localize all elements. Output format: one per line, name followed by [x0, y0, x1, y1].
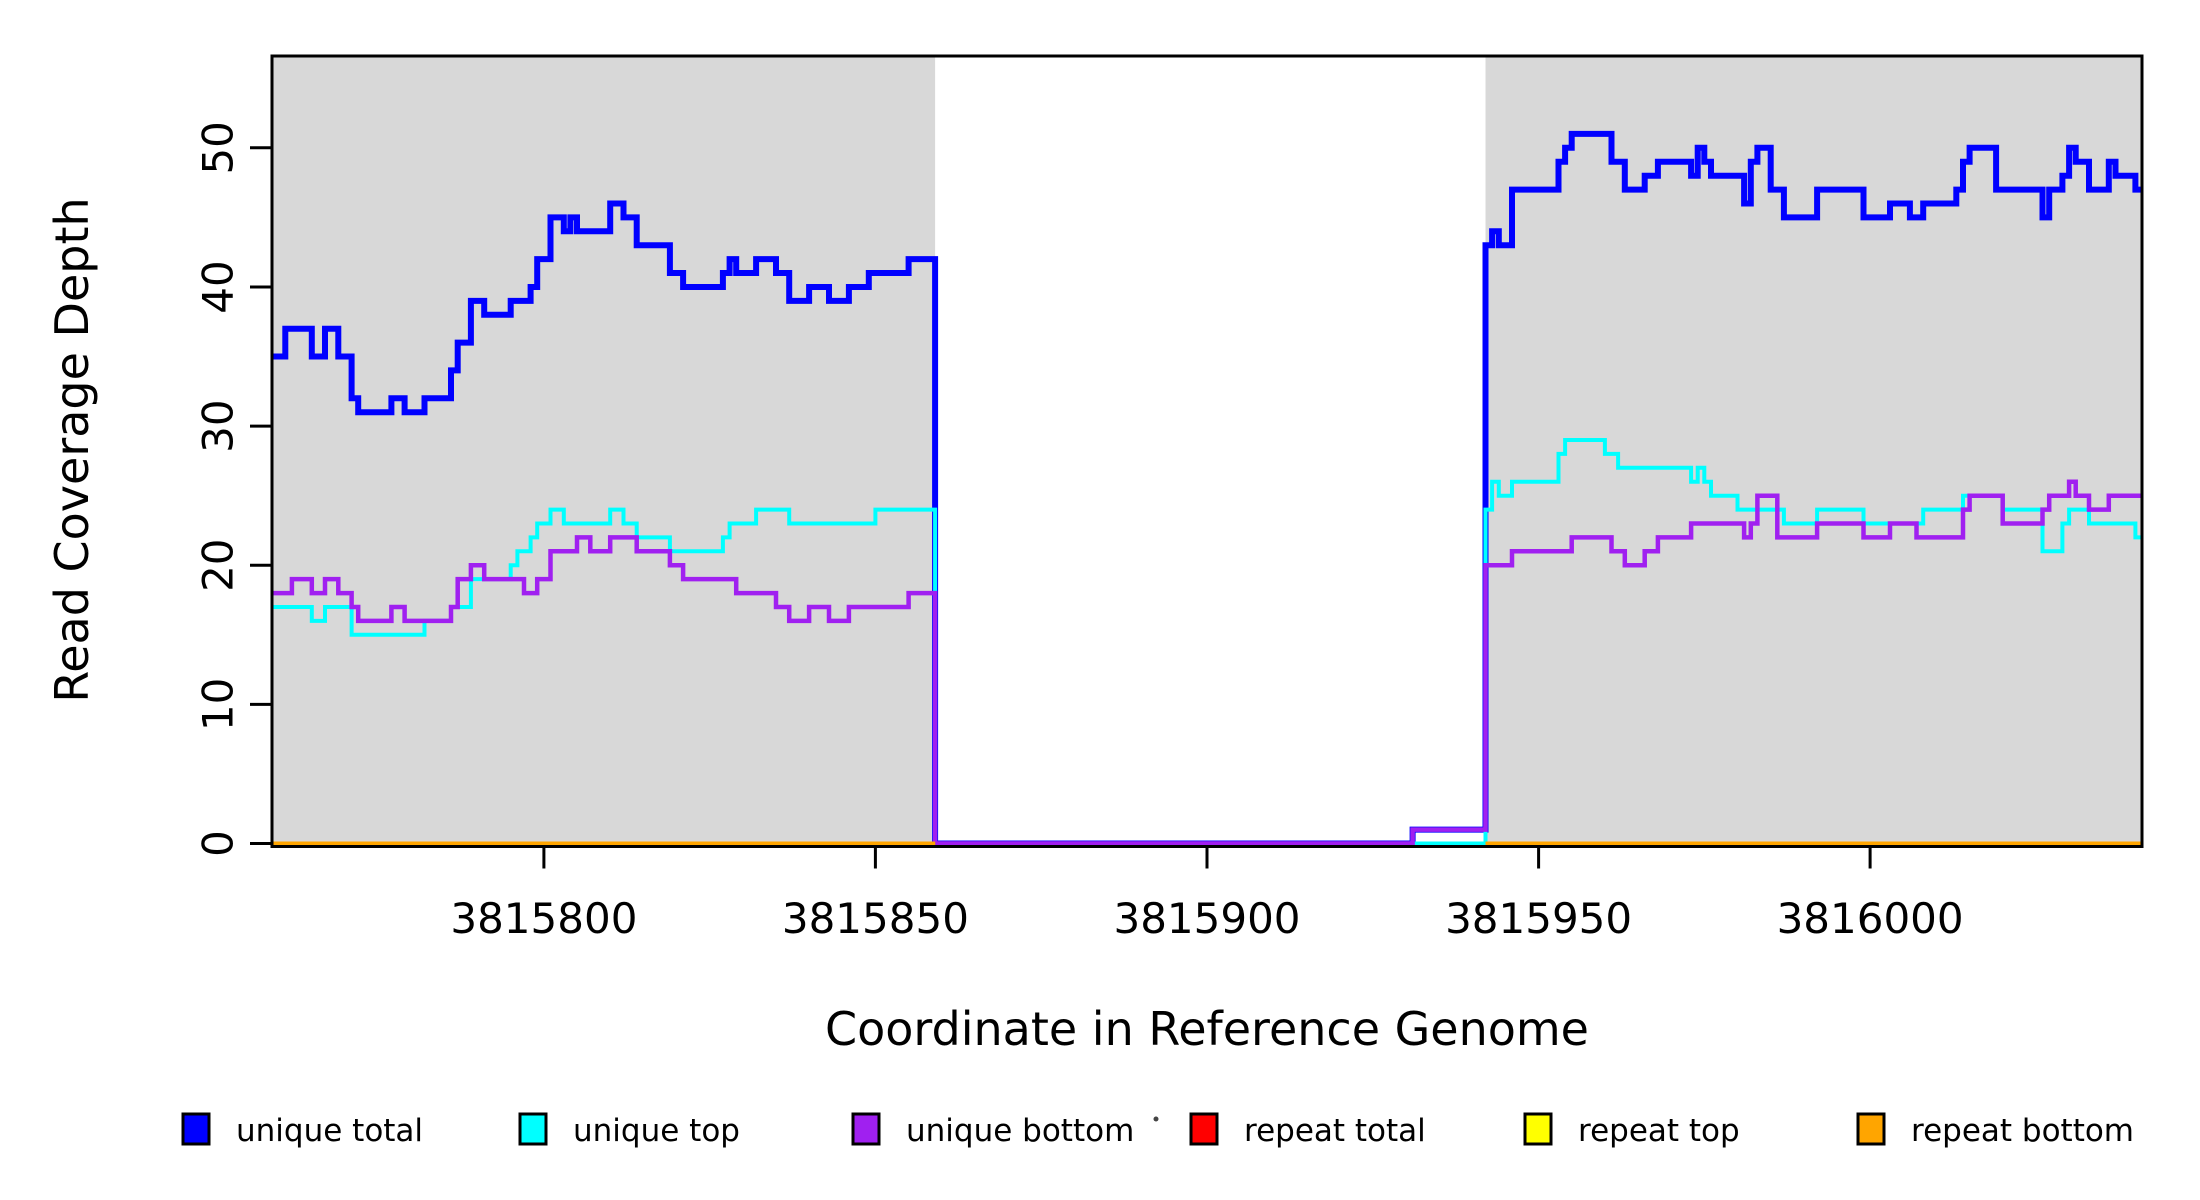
x-tick-label: 3815950 — [1445, 894, 1632, 943]
shaded-region — [272, 57, 936, 847]
stray-dot — [1153, 1116, 1159, 1122]
legend-swatch — [518, 1112, 548, 1146]
shaded-region — [1485, 57, 2142, 847]
y-tick-label: 40 — [194, 260, 243, 313]
legend-label: repeat top — [1578, 1113, 1740, 1149]
y-tick-label: 0 — [194, 830, 243, 857]
series-unique-top-line — [272, 438, 2142, 846]
x-tick-label: 3815850 — [782, 894, 969, 943]
legend-swatch — [1523, 1112, 1553, 1146]
x-axis-title: Coordinate in Reference Genome — [825, 1002, 1589, 1056]
y-tick-label: 20 — [194, 538, 243, 591]
x-tick-label: 3816000 — [1777, 894, 1964, 943]
legend-item: unique bottom — [851, 1112, 1134, 1149]
y-tick-label: 10 — [194, 678, 243, 731]
legend: unique total unique top unique bottom repea… — [181, 1112, 2134, 1149]
shaded-regions-layer — [272, 57, 2142, 847]
y-tick-label: 30 — [194, 399, 243, 452]
x-tick-label: 3815900 — [1113, 894, 1300, 943]
plot-border — [270, 54, 2144, 848]
plot-frame-layer — [270, 54, 2144, 848]
legend-label: unique top — [573, 1113, 740, 1149]
legend-swatch — [1189, 1112, 1219, 1146]
legend-item: repeat top — [1523, 1112, 1740, 1149]
series-unique-bottom-line — [272, 479, 2142, 846]
legend-swatch — [181, 1112, 211, 1146]
legend-item: unique top — [518, 1112, 740, 1149]
ticks-layer: 3815800 3815850 3815900 3815950 3816000 0 10 20… — [194, 121, 1964, 943]
legend-item: repeat bottom — [1856, 1112, 2134, 1149]
legend-item: repeat total — [1189, 1112, 1426, 1149]
series-layer — [272, 130, 2142, 847]
legend-swatch — [851, 1112, 881, 1146]
x-tick-label: 3815800 — [450, 894, 637, 943]
y-tick-label: 50 — [194, 121, 243, 174]
y-axis-title: Read Coverage Depth — [45, 197, 99, 702]
legend-label: unique total — [236, 1113, 423, 1149]
legend-label: unique bottom — [906, 1113, 1134, 1149]
legend-item: unique total — [181, 1112, 423, 1149]
legend-label: repeat bottom — [1911, 1113, 2134, 1149]
legend-label: repeat total — [1244, 1113, 1426, 1149]
legend-swatch — [1856, 1112, 1886, 1146]
